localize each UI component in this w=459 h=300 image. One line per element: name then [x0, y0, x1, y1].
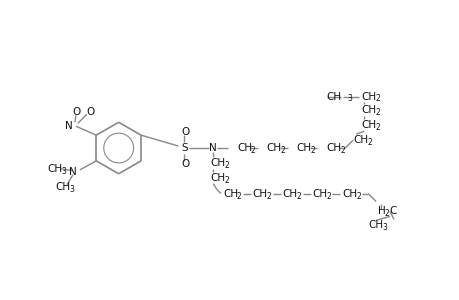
Text: CH: CH — [312, 189, 327, 199]
Text: CH: CH — [55, 182, 70, 192]
Text: O: O — [87, 107, 95, 117]
Text: CH: CH — [360, 120, 375, 130]
Text: CH: CH — [282, 189, 297, 199]
Text: O: O — [73, 107, 81, 117]
Text: 2: 2 — [280, 146, 285, 155]
Text: 2: 2 — [266, 192, 271, 201]
Text: O: O — [181, 159, 189, 169]
Text: CH: CH — [210, 158, 225, 168]
Text: CH: CH — [353, 135, 368, 145]
Text: O: O — [181, 127, 189, 137]
Text: H: H — [377, 206, 385, 216]
Text: CH: CH — [47, 164, 62, 174]
Text: 2: 2 — [224, 176, 228, 185]
Text: 2: 2 — [224, 161, 228, 170]
Text: N: N — [209, 143, 217, 153]
Text: CH: CH — [360, 105, 375, 116]
Text: 2: 2 — [355, 192, 360, 201]
Text: CH: CH — [360, 92, 375, 101]
Text: 3: 3 — [347, 94, 352, 103]
Text: CH: CH — [252, 189, 268, 199]
Text: CH: CH — [326, 143, 341, 153]
Text: 2: 2 — [310, 146, 314, 155]
Text: CH: CH — [367, 220, 382, 230]
Text: CH: CH — [341, 189, 357, 199]
Text: 2: 2 — [236, 192, 241, 201]
Text: CH: CH — [210, 173, 225, 183]
Text: C: C — [388, 206, 396, 216]
Text: 2: 2 — [250, 146, 255, 155]
Text: 2: 2 — [383, 209, 388, 218]
Text: 3: 3 — [61, 167, 66, 176]
Text: 2: 2 — [366, 138, 371, 147]
Text: CH: CH — [325, 92, 341, 101]
Text: S: S — [180, 143, 187, 153]
Text: N: N — [65, 121, 73, 131]
Text: CH: CH — [296, 143, 311, 153]
Text: CH: CH — [266, 143, 281, 153]
Text: CH: CH — [223, 189, 238, 199]
Text: 3: 3 — [381, 223, 386, 232]
Text: 2: 2 — [296, 192, 301, 201]
Text: 2: 2 — [374, 108, 379, 117]
Text: 2: 2 — [374, 94, 379, 103]
Text: 2: 2 — [340, 146, 344, 155]
Text: CH: CH — [236, 143, 252, 153]
Text: 2: 2 — [374, 123, 379, 132]
Text: 2: 2 — [326, 192, 330, 201]
Text: 3: 3 — [69, 185, 74, 194]
Text: N: N — [69, 167, 77, 177]
